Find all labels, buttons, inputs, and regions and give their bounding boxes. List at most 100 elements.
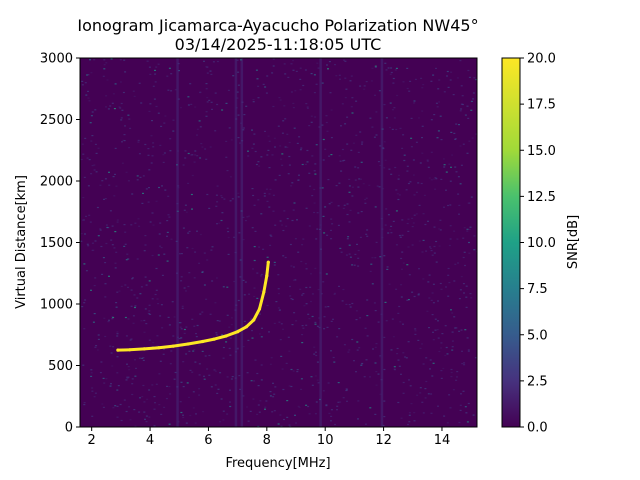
noise-speck (277, 307, 280, 309)
noise-speck (413, 214, 416, 216)
noise-speck (157, 63, 160, 65)
noise-speck (214, 370, 217, 372)
noise-speck (134, 375, 137, 377)
noise-speck (262, 248, 265, 250)
noise-speck (435, 102, 438, 104)
noise-speck (379, 145, 382, 147)
noise-speck (405, 357, 408, 359)
noise-speck (292, 60, 294, 62)
noise-speck (466, 228, 469, 230)
noise-speck (292, 102, 295, 104)
noise-speck (346, 213, 349, 216)
noise-speck (93, 313, 96, 315)
noise-speck (229, 354, 232, 356)
noise-speck (463, 292, 465, 294)
noise-speck (355, 371, 357, 373)
noise-speck (290, 368, 293, 371)
noise-speck (198, 120, 201, 122)
noise-speck (401, 147, 404, 149)
noise-speck (395, 189, 398, 191)
noise-speck (466, 105, 469, 107)
noise-speck (274, 386, 277, 388)
noise-speck (429, 246, 431, 248)
noise-speck (149, 73, 152, 75)
noise-speck (233, 236, 236, 238)
noise-speck (145, 323, 148, 325)
noise-speck (94, 346, 97, 348)
noise-speck (439, 115, 442, 117)
noise-speck (420, 182, 423, 185)
noise-speck (279, 99, 282, 101)
noise-speck (366, 299, 369, 301)
noise-speck (107, 321, 110, 323)
noise-speck (165, 398, 168, 400)
noise-speck (155, 383, 158, 385)
noise-speck (382, 148, 385, 150)
noise-speck (433, 226, 436, 228)
noise-speck (161, 274, 164, 276)
noise-speck (163, 152, 166, 154)
noise-speck (419, 162, 422, 164)
noise-speck (337, 205, 340, 207)
noise-speck (357, 265, 360, 267)
noise-speck (392, 82, 395, 84)
noise-speck (398, 365, 401, 367)
noise-speck (470, 297, 473, 299)
noise-speck (458, 204, 461, 206)
noise-speck (338, 328, 341, 330)
noise-speck (206, 72, 209, 74)
noise-speck (235, 118, 238, 120)
noise-speck (154, 73, 157, 75)
noise-speck (189, 369, 192, 371)
y-tick-label: 2000 (40, 175, 73, 190)
noise-speck (323, 316, 326, 318)
noise-speck (290, 185, 293, 187)
noise-speck (252, 194, 255, 197)
noise-speck (260, 379, 263, 381)
noise-speck (88, 159, 91, 161)
noise-speck (339, 401, 342, 403)
noise-speck (287, 76, 290, 78)
colorbar-tick-label: 7.5 (527, 282, 548, 297)
noise-speck (172, 119, 175, 121)
colorbar-tick-label: 17.5 (527, 98, 556, 113)
noise-speck (229, 405, 232, 408)
noise-speck (323, 232, 326, 234)
noise-speck (236, 91, 239, 93)
noise-speck (99, 372, 102, 374)
noise-speck (264, 86, 267, 88)
noise-speck (433, 178, 436, 180)
noise-speck (286, 400, 289, 402)
noise-speck (205, 88, 208, 90)
noise-speck (379, 356, 382, 358)
noise-speck (159, 315, 162, 317)
noise-speck (423, 194, 426, 196)
noise-speck (226, 170, 229, 172)
noise-speck (255, 163, 258, 166)
noise-speck (265, 188, 268, 190)
noise-speck (133, 294, 136, 296)
noise-speck (226, 376, 229, 378)
noise-speck (119, 107, 122, 109)
noise-speck (215, 332, 218, 334)
noise-speck (426, 160, 429, 162)
noise-speck (414, 330, 417, 332)
noise-speck (152, 342, 155, 344)
noise-speck (114, 262, 117, 264)
noise-speck (116, 416, 119, 418)
noise-speck (413, 295, 416, 298)
noise-speck (443, 415, 446, 417)
noise-speck (217, 388, 220, 390)
noise-speck (293, 312, 296, 314)
noise-speck (223, 198, 226, 200)
noise-speck (468, 140, 471, 142)
noise-speck (126, 377, 129, 379)
noise-speck (114, 147, 117, 149)
noise-speck (435, 178, 438, 180)
noise-speck (391, 128, 394, 130)
noise-speck (167, 316, 170, 318)
noise-speck (97, 235, 100, 237)
noise-speck (120, 285, 123, 287)
noise-speck (402, 392, 405, 394)
noise-speck (389, 229, 392, 231)
